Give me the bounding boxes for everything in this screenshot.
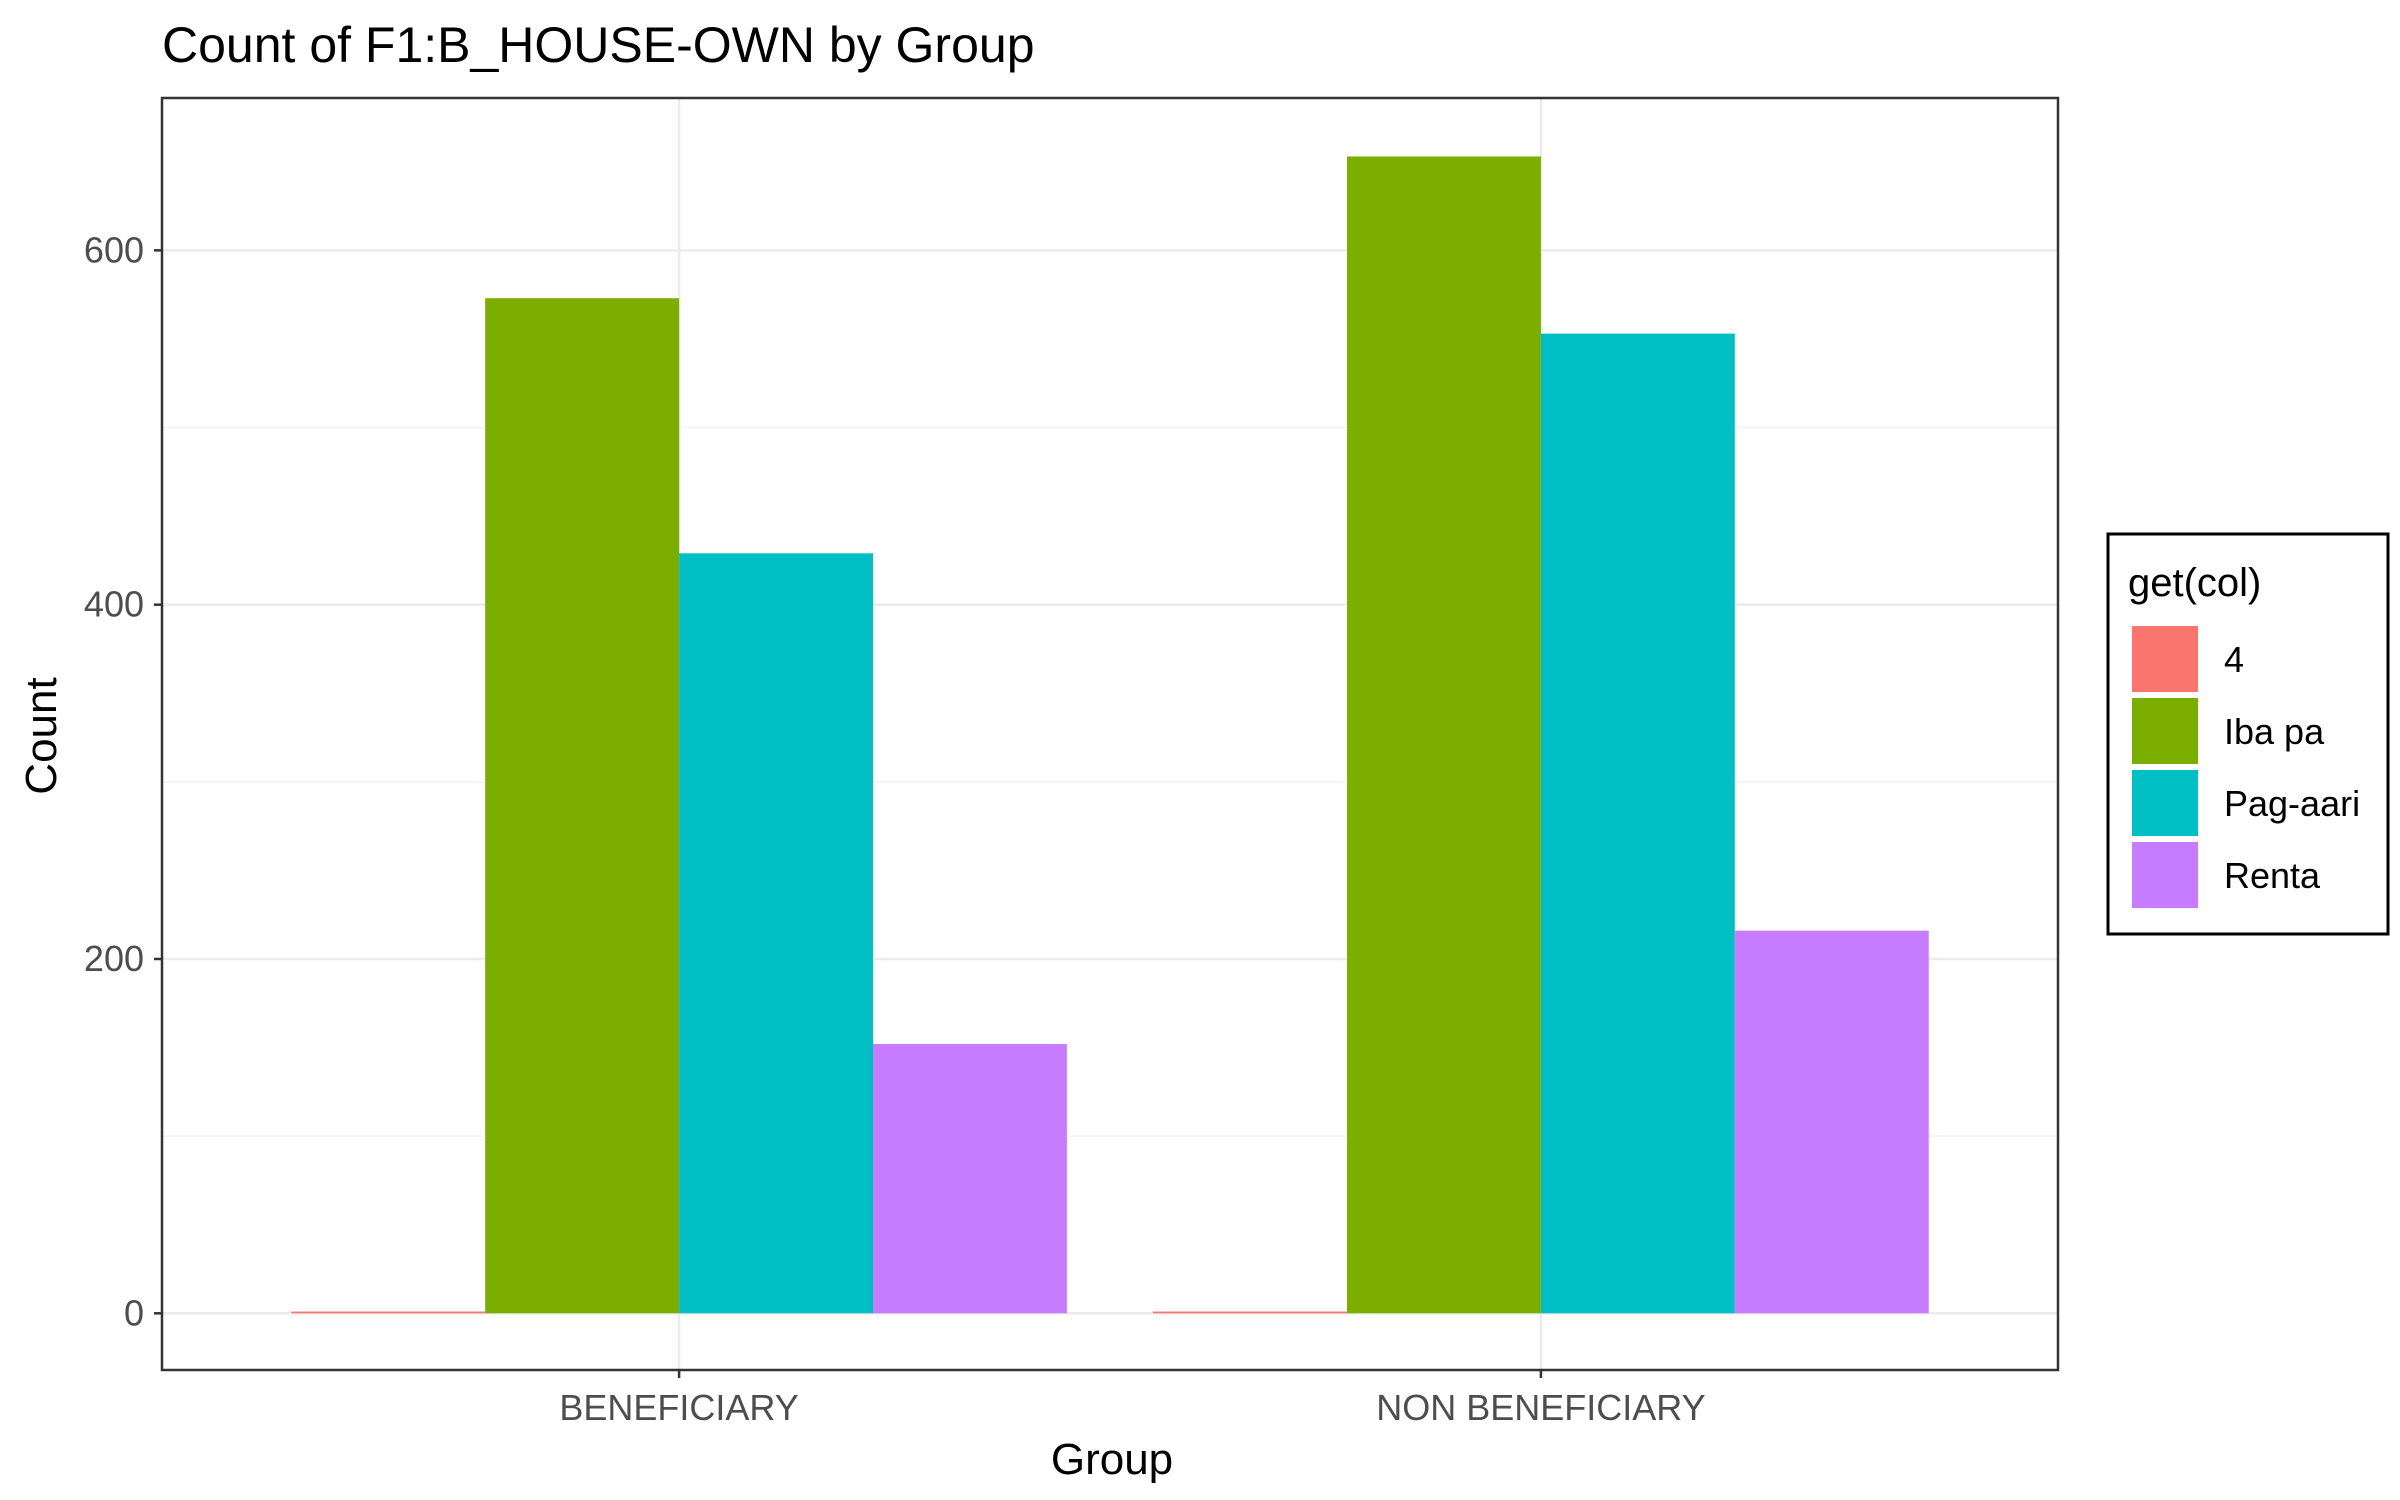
bar [485,298,680,1314]
bar [1734,930,1929,1314]
bar [291,1311,486,1314]
y-axis: 0 200 400 600 [84,229,162,1333]
legend-key [2132,770,2198,836]
bar [1540,333,1735,1314]
legend-key [2132,698,2198,764]
x-axis: BENEFICIARY NON BENEFICIARY [559,1370,1706,1428]
plot-area [160,96,2060,1372]
bar [1347,156,1541,1314]
legend-label: Renta [2224,855,2321,896]
bar [873,1044,1067,1314]
chart-title: Count of F1:B_HOUSE-OWN by Group [162,17,1035,73]
legend-items: 4 Iba pa Pag-aari Renta [2132,626,2360,908]
y-tick-label: 400 [84,584,144,625]
y-axis-title: Count [17,677,66,794]
bar [679,553,873,1314]
x-axis-title: Group [1051,1435,1173,1484]
legend-label: 4 [2224,639,2244,680]
bars [291,156,1929,1314]
legend-key [2132,842,2198,908]
legend: get(col) 4 Iba pa Pag-aari Renta [2106,532,2390,936]
legend-label: Iba pa [2224,711,2325,752]
y-tick-label: 600 [84,229,144,270]
x-tick-label: BENEFICIARY [559,1387,798,1428]
y-tick-label: 200 [84,938,144,979]
legend-key [2132,626,2198,692]
x-tick-label: NON BENEFICIARY [1376,1387,1705,1428]
legend-label: Pag-aari [2224,783,2360,824]
legend-title: get(col) [2128,561,2261,605]
panel-border [160,96,2060,1372]
bar [1153,1311,1347,1314]
y-tick-label: 0 [124,1292,144,1333]
